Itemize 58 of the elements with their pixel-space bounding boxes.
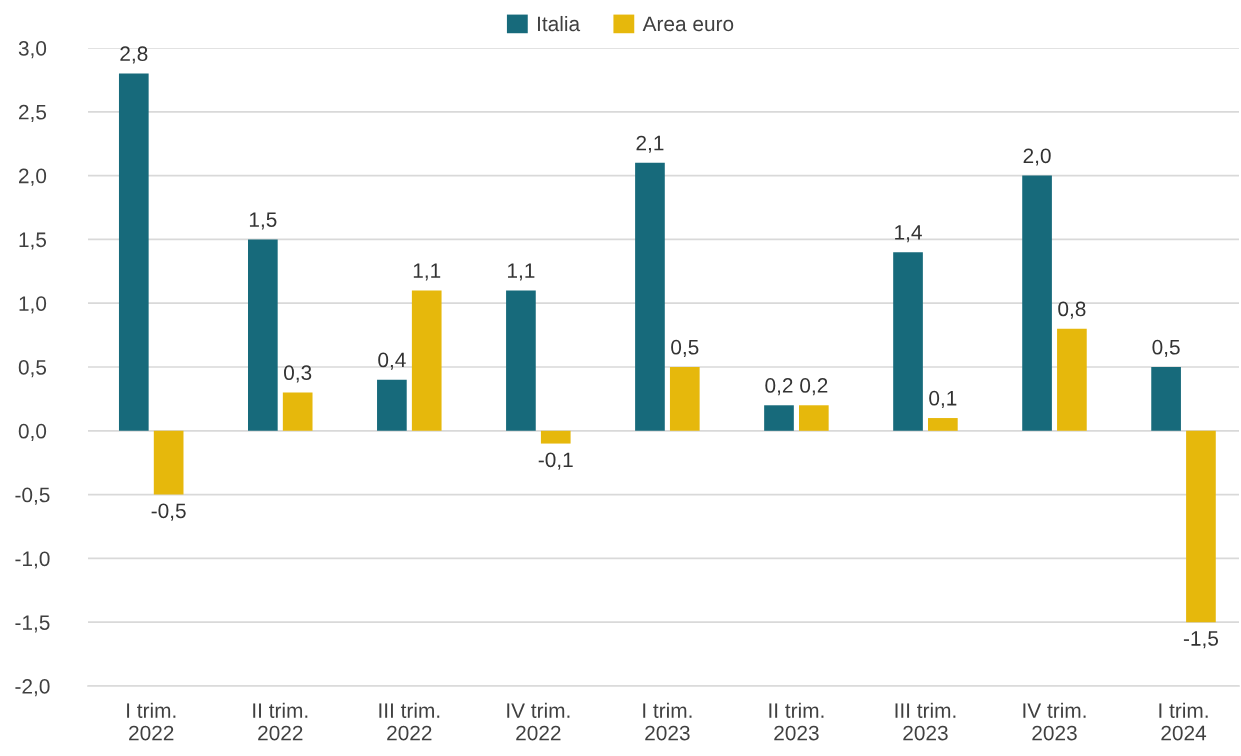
x-tick-label: IV trim. 2023 bbox=[1023, 702, 1086, 741]
y-tick-label: 3,0 bbox=[18, 41, 47, 59]
legend-label: Area euro bbox=[642, 16, 734, 32]
x-tick-label: I trim. 2023 bbox=[643, 702, 692, 741]
x-tick-label: I trim. 2022 bbox=[127, 702, 176, 741]
data-label: -0,1 bbox=[538, 452, 573, 470]
data-label: 0,5 bbox=[1152, 339, 1180, 358]
bar bbox=[764, 405, 794, 431]
y-tick-label: 0,5 bbox=[18, 360, 47, 378]
bar bbox=[928, 418, 958, 431]
x-tick-label: III trim. 2022 bbox=[379, 702, 440, 741]
x-tick-label: III trim. 2023 bbox=[895, 702, 956, 741]
legend-label: Italia bbox=[538, 15, 581, 32]
data-label: 0,3 bbox=[284, 365, 312, 383]
bar bbox=[1186, 430, 1216, 623]
bar bbox=[798, 405, 829, 431]
data-label: 1,1 bbox=[508, 263, 535, 281]
bar bbox=[1151, 367, 1181, 431]
y-tick-label: -1,0 bbox=[15, 551, 50, 569]
bar bbox=[118, 73, 149, 431]
data-label: 1,5 bbox=[249, 212, 277, 230]
x-tick-label: II trim. 2023 bbox=[769, 702, 824, 741]
bar bbox=[893, 252, 923, 431]
y-tick-label: 1,0 bbox=[19, 296, 47, 314]
bar bbox=[1022, 175, 1052, 431]
bar bbox=[506, 290, 536, 431]
y-tick-label: 1,5 bbox=[19, 232, 47, 250]
data-label: 0,2 bbox=[765, 378, 793, 396]
bar bbox=[377, 379, 407, 431]
y-tick-label: 2,0 bbox=[19, 168, 47, 186]
y-tick-label: -0,5 bbox=[15, 487, 50, 505]
bar bbox=[1057, 328, 1087, 431]
y-tick-label: 2,5 bbox=[19, 104, 47, 123]
bar bbox=[669, 367, 700, 431]
x-tick-label: I trim. 2024 bbox=[1159, 702, 1208, 741]
bar bbox=[153, 430, 184, 495]
bar bbox=[411, 290, 442, 431]
bar bbox=[635, 162, 665, 431]
data-label: 0,4 bbox=[378, 352, 406, 370]
bar bbox=[248, 239, 278, 431]
data-label: 0,5 bbox=[671, 339, 699, 358]
data-label: 0,1 bbox=[929, 390, 957, 409]
y-tick-label: 0,0 bbox=[18, 423, 47, 442]
data-label: 0,2 bbox=[800, 378, 828, 396]
data-label: -1,5 bbox=[1183, 631, 1219, 649]
data-label: 2,1 bbox=[636, 135, 664, 153]
data-label: 1,4 bbox=[895, 225, 922, 243]
y-tick-label: -2,0 bbox=[15, 679, 50, 697]
y-tick-label: -1,5 bbox=[15, 615, 50, 633]
bar bbox=[540, 430, 571, 444]
data-label: 2,0 bbox=[1023, 148, 1051, 166]
data-label: -0,5 bbox=[151, 503, 186, 521]
data-label: 0,8 bbox=[1058, 301, 1086, 319]
bar bbox=[282, 392, 313, 431]
x-tick-label: IV trim. 2022 bbox=[507, 702, 570, 741]
data-label: 2,8 bbox=[120, 46, 148, 64]
data-label: 1,1 bbox=[413, 263, 441, 281]
x-tick-label: II trim. 2022 bbox=[253, 702, 308, 741]
